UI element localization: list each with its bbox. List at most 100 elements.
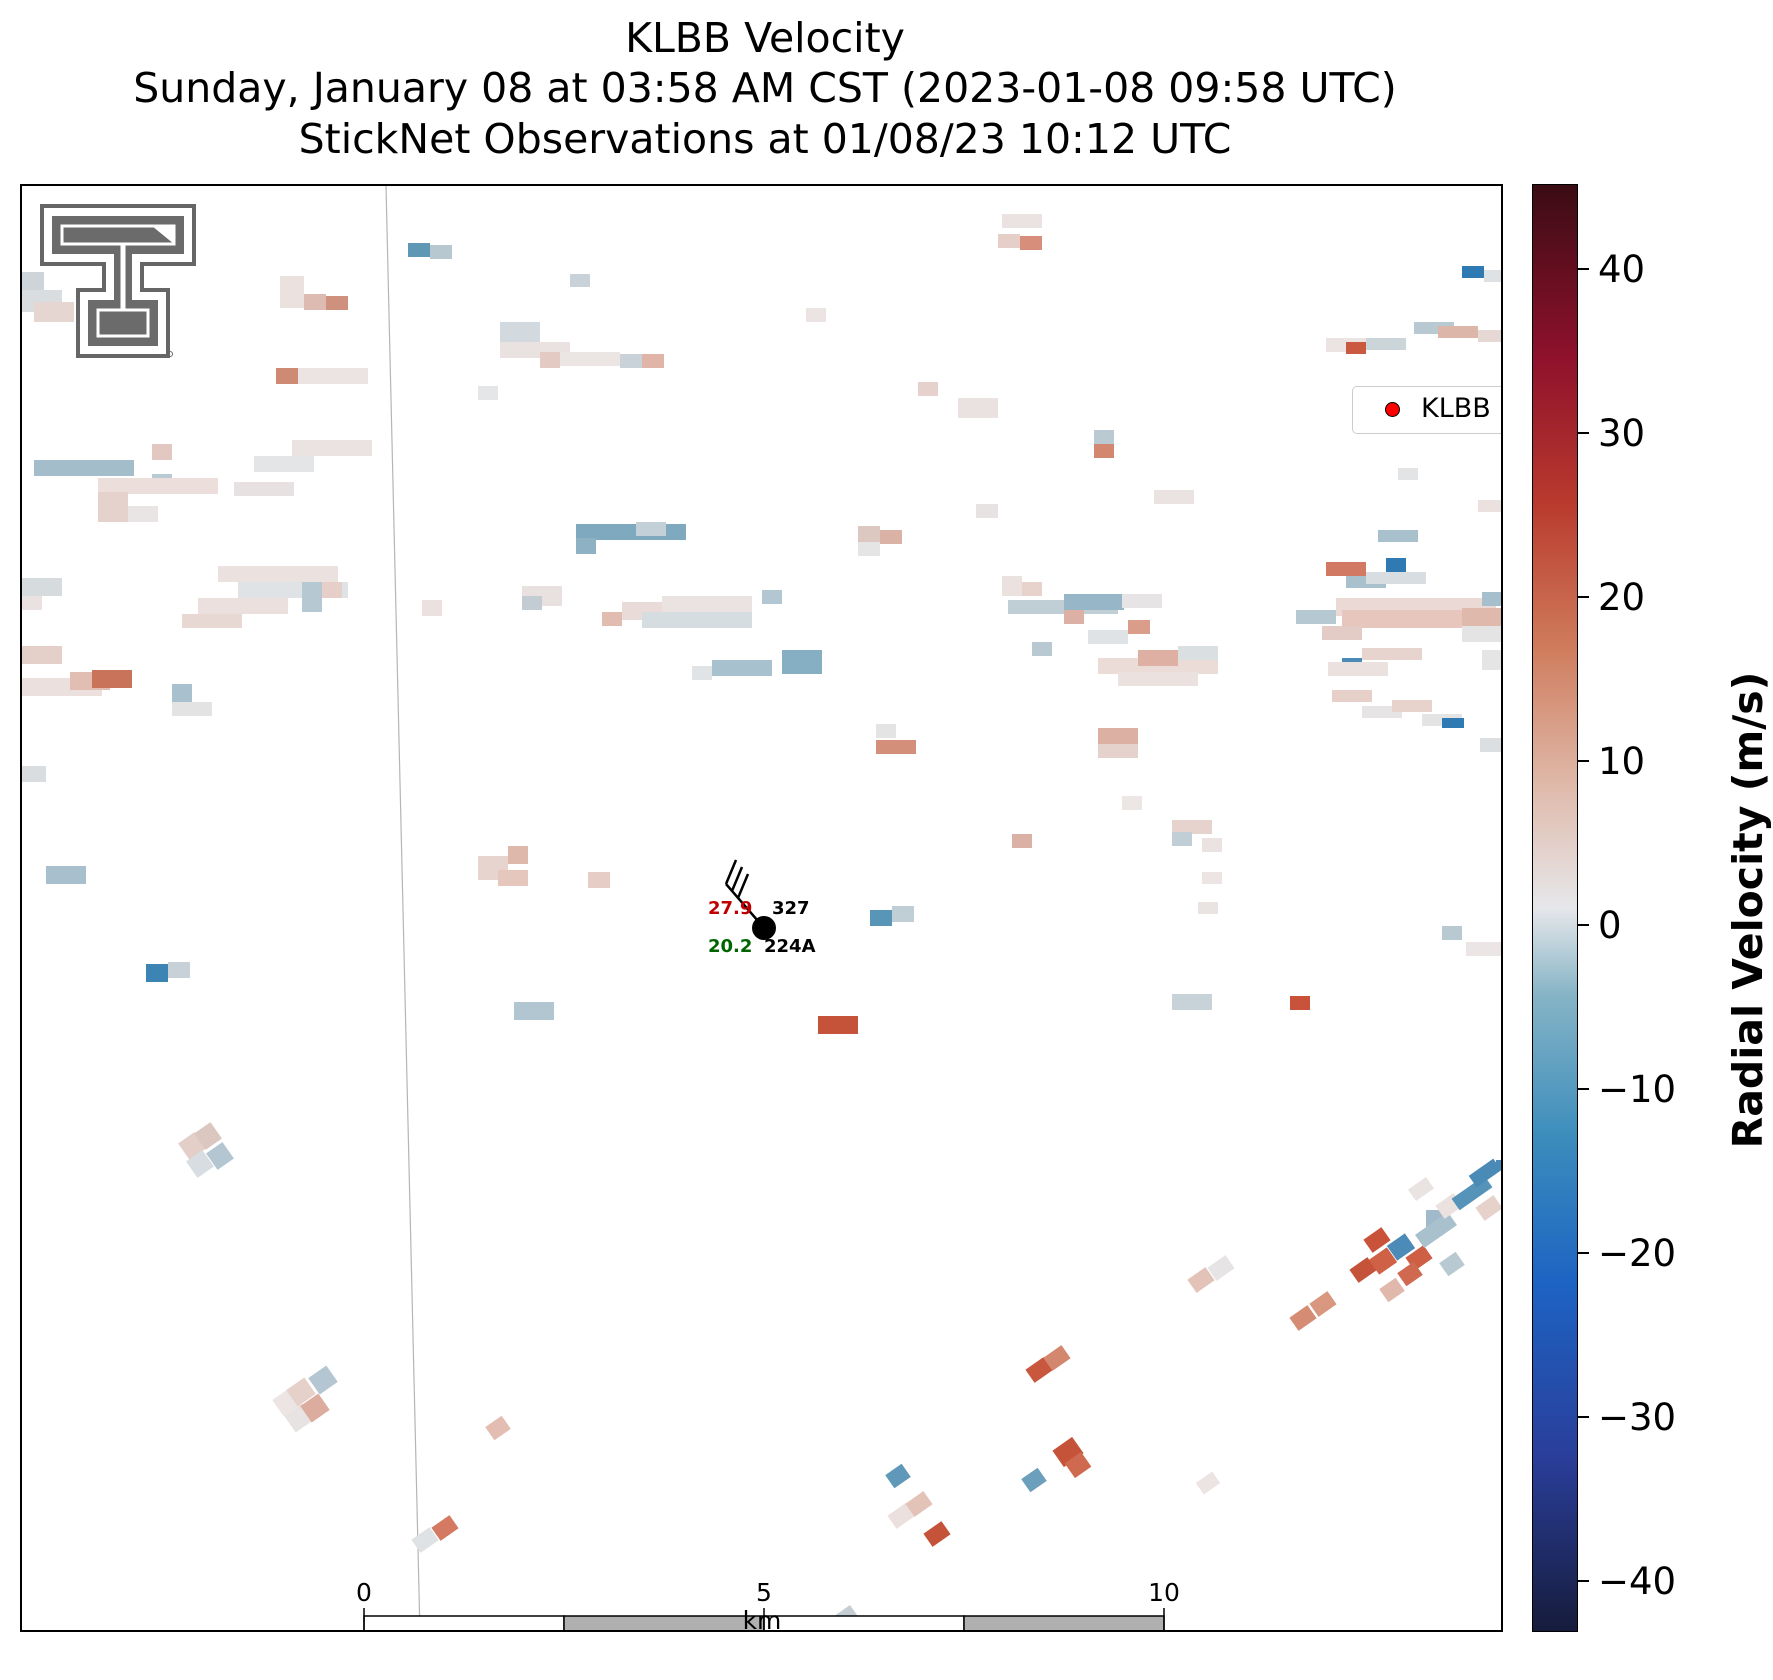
radar-gate (1468, 1158, 1501, 1188)
radar-gate (498, 870, 528, 886)
colorbar-tick (1578, 1580, 1589, 1582)
radar-gate (1366, 572, 1426, 584)
radar-gate (1043, 1345, 1071, 1371)
radar-gate (880, 530, 902, 544)
radar-gate (662, 596, 752, 612)
colorbar-tick-label: −20 (1598, 1232, 1677, 1275)
radar-gate (1407, 1176, 1435, 1202)
radar-gate (905, 1491, 933, 1517)
radar-gate (98, 478, 218, 494)
radar-gate (152, 444, 172, 460)
radar-gate (998, 234, 1020, 248)
station-marker[interactable] (752, 916, 776, 940)
radar-gate (1122, 594, 1162, 608)
radar-gates-rotated (178, 1122, 1501, 1630)
radar-gate (1442, 718, 1464, 728)
scale-label-10: 10 (1148, 1578, 1180, 1607)
radar-gate (1480, 738, 1501, 752)
radar-gate (128, 506, 158, 522)
radar-gate (1064, 610, 1084, 624)
scale-bar-segment (363, 1615, 565, 1630)
radar-gate (198, 598, 288, 614)
radar-gate (1415, 1211, 1457, 1249)
radar-gate (1398, 468, 1418, 480)
radar-gate (1326, 562, 1366, 576)
radar-gate (1309, 1291, 1337, 1317)
radar-gate (1202, 838, 1222, 852)
radar-gate (286, 1377, 316, 1407)
radar-gate (22, 272, 44, 290)
radar-gate (1478, 330, 1501, 342)
radar-map-panel[interactable]: 27.9 327 20.2 224A 0 5 10 KLBB (20, 184, 1503, 1632)
colorbar-tick-label: −40 (1598, 1560, 1677, 1603)
radar-gate (1346, 342, 1366, 354)
radar-gate (1020, 236, 1042, 250)
radar-gate (298, 368, 368, 384)
colorbar-tick-label: 30 (1598, 412, 1646, 455)
radar-gate (1439, 1251, 1465, 1277)
radar-gate (620, 354, 642, 368)
radar-gate (1122, 796, 1142, 810)
station-pressure: 327 (772, 898, 810, 919)
colorbar-tick-label: 20 (1598, 576, 1646, 619)
title-line-3: StickNet Observations at 01/08/23 10:12 … (298, 115, 1232, 163)
radar-gate (280, 276, 304, 308)
radar-gate (34, 302, 74, 322)
radar-gate (34, 460, 134, 476)
radar-gate (431, 1515, 459, 1541)
radar-gate (887, 1503, 915, 1529)
radar-gate (146, 964, 168, 982)
radar-gate (1379, 1277, 1405, 1303)
title-line-1: KLBB Velocity (625, 14, 905, 62)
radar-gate (1052, 1436, 1084, 1468)
radar-map-canvas (22, 186, 1501, 1630)
radar-gate (762, 590, 782, 604)
radar-gate (408, 243, 430, 257)
radar-gate (98, 492, 128, 522)
radar-gate (876, 724, 896, 738)
radar-gate (1118, 672, 1198, 686)
radar-gate (1328, 662, 1388, 676)
radar-gate (186, 1150, 214, 1178)
radar-site-marker-icon (1385, 402, 1400, 417)
radar-gate (576, 538, 596, 554)
radar-gate (1022, 582, 1042, 596)
radar-gate (92, 670, 132, 688)
radar-gate (322, 582, 342, 598)
radar-gate (1195, 1471, 1221, 1495)
scale-bar (363, 1608, 1165, 1630)
radar-gate (1386, 558, 1406, 572)
radar-gate (1289, 1305, 1317, 1331)
colorbar-tick (1578, 432, 1589, 434)
radar-gate (806, 308, 826, 322)
scale-unit-label: km (742, 1606, 782, 1635)
radar-gate (308, 1365, 338, 1395)
station-dewpoint: 20.2 (708, 936, 753, 957)
radar-gate (1478, 500, 1501, 512)
radar-gate (478, 386, 498, 400)
radar-gate (292, 440, 372, 456)
radar-gate (1094, 444, 1114, 458)
radar-gate (500, 322, 540, 342)
radar-gate (712, 660, 772, 676)
radar-gate (1366, 338, 1406, 350)
radar-gate (1002, 576, 1022, 596)
radar-gate (1462, 608, 1501, 626)
radar-gate (976, 504, 998, 518)
colorbar-tick-label: 0 (1598, 904, 1622, 947)
radar-gate (1482, 650, 1501, 670)
radar-gate (1462, 266, 1484, 278)
radar-gate (1098, 744, 1138, 758)
station-id: 224A (764, 936, 816, 957)
radar-gate (1128, 620, 1150, 634)
radar-gate (218, 566, 338, 582)
radar-gate (22, 596, 42, 610)
radar-gate (1296, 610, 1336, 624)
radar-gate (1363, 1227, 1391, 1253)
scale-bar-segment (763, 1615, 965, 1630)
radar-gate (300, 1393, 330, 1423)
radar-gate (588, 872, 610, 888)
legend-label: KLBB (1421, 393, 1491, 424)
radar-gate (1397, 1261, 1423, 1287)
title-line-2: Sunday, January 08 at 03:58 AM CST (2023… (133, 64, 1397, 112)
